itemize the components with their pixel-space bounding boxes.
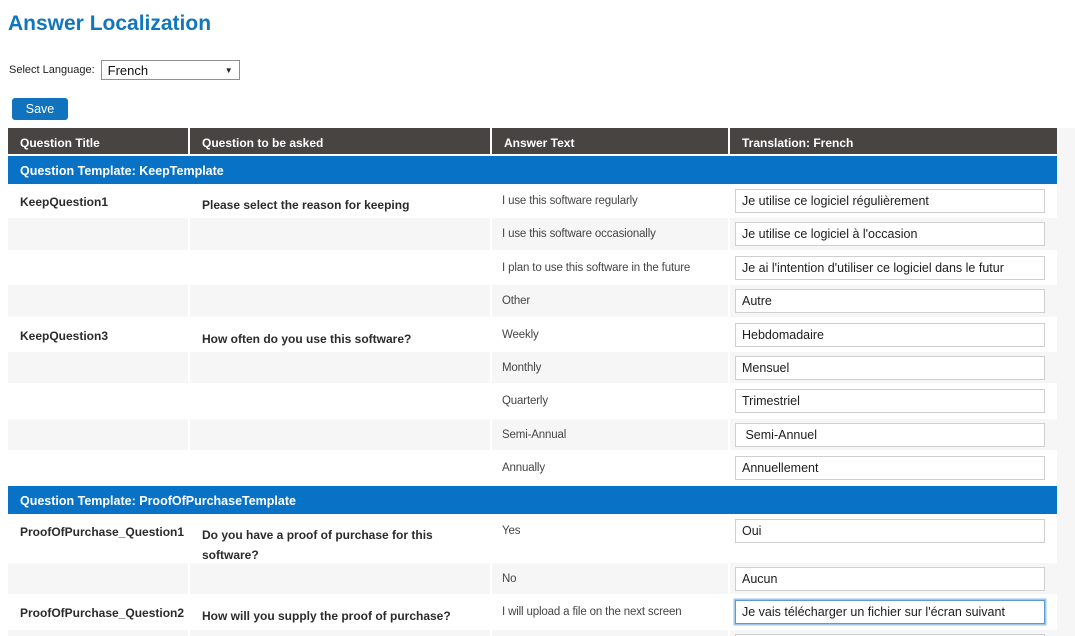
question-title-cell: KeepQuestion3: [8, 318, 190, 352]
question-cell: [190, 418, 492, 453]
translation-cell: [730, 629, 1057, 636]
question-cell: [190, 285, 492, 319]
question-cell: [190, 385, 492, 419]
language-select-value: French: [107, 62, 149, 78]
translation-cell: [730, 385, 1057, 419]
question-title-cell: [8, 562, 190, 597]
answer-cell: Yes: [492, 514, 730, 563]
question-cell: [190, 452, 492, 486]
table-row: Quarterly: [8, 385, 1057, 419]
translation-input[interactable]: [735, 322, 1045, 347]
table-row: I plan to use this software in the futur…: [8, 251, 1057, 286]
translation-input[interactable]: [735, 389, 1045, 414]
translation-input[interactable]: [735, 456, 1045, 481]
answer-cell: I will upload a file on the next screen: [492, 596, 730, 630]
save-button[interactable]: Save: [12, 98, 68, 120]
table-row-partial: [8, 629, 1057, 636]
section-keeptemplate-rows: KeepQuestion1 Please select the reason f…: [8, 185, 1057, 486]
table-row: I use this software occasionally: [8, 218, 1057, 252]
translation-cell: [730, 351, 1057, 386]
column-header-answer-text: Answer Text: [492, 128, 730, 156]
translation-input[interactable]: [735, 422, 1045, 447]
table-row: KeepQuestion3 How often do you use this …: [8, 318, 1057, 352]
column-header-question-title: Question Title: [8, 128, 190, 156]
question-cell: Do you have a proof of purchase for this…: [190, 514, 492, 563]
table-row: Other: [8, 285, 1057, 319]
translation-cell: [730, 319, 1057, 352]
question-cell: [190, 351, 492, 386]
page-title: Answer Localization: [8, 12, 212, 35]
question-title-cell: KeepQuestion1: [8, 185, 190, 219]
question-title-cell: [8, 629, 190, 636]
answer-cell: Monthly: [492, 351, 730, 386]
question-title-cell: [8, 385, 190, 419]
answer-cell: I use this software regularly: [492, 185, 730, 219]
translation-cell: [730, 252, 1057, 286]
translation-cell: [730, 285, 1057, 319]
question-title-cell: [8, 251, 190, 286]
table-row: ProofOfPurchase_Question1 Do you have a …: [8, 514, 1057, 563]
section-header-proofofpurchasetemplate: Question Template: ProofOfPurchaseTempla…: [8, 485, 1057, 515]
translation-cell: [730, 596, 1057, 630]
translation-input[interactable]: [735, 289, 1045, 314]
translation-cell: [730, 452, 1057, 486]
question-cell: [190, 562, 492, 597]
translation-cell: [730, 185, 1057, 219]
translation-input[interactable]: [735, 633, 1045, 636]
answer-cell: Other: [492, 285, 730, 319]
question-cell: How will you supply the proof of purchas…: [190, 596, 492, 630]
translation-input[interactable]: [735, 222, 1045, 247]
question-cell: [190, 629, 492, 636]
question-title-cell: ProofOfPurchase_Question2: [8, 596, 190, 630]
answer-cell: Weekly: [492, 318, 730, 352]
translation-cell: [730, 218, 1057, 252]
question-title-cell: [8, 452, 190, 486]
question-cell: How often do you use this software?: [190, 318, 492, 352]
question-title-cell: [8, 418, 190, 453]
answer-cell: I use this software occasionally: [492, 218, 730, 252]
column-header-question-to-be-asked: Question to be asked: [190, 128, 492, 156]
page-background-strip: [1057, 128, 1075, 636]
section-header-keeptemplate: Question Template: KeepTemplate: [8, 156, 1057, 185]
question-title-cell: [8, 351, 190, 386]
table-row: KeepQuestion1 Please select the reason f…: [8, 185, 1057, 219]
translation-input[interactable]: [735, 355, 1045, 380]
answer-cell: Semi-Annual: [492, 418, 730, 453]
table-row: No: [8, 562, 1057, 597]
chevron-down-icon: ▼: [224, 66, 233, 75]
translation-input[interactable]: [735, 566, 1045, 591]
question-cell: [190, 251, 492, 286]
language-label: Select Language:: [9, 64, 95, 76]
translation-cell: [730, 515, 1057, 563]
question-cell: [190, 218, 492, 252]
table-row: ProofOfPurchase_Question2 How will you s…: [8, 596, 1057, 630]
answer-cell: I plan to use this software in the futur…: [492, 251, 730, 286]
column-header-translation-french: Translation: French: [730, 128, 1057, 156]
answer-cell: No: [492, 562, 730, 597]
translation-input[interactable]: [735, 255, 1045, 280]
answer-cell: Annually: [492, 452, 730, 486]
translation-cell: [730, 562, 1057, 597]
translation-input[interactable]: [735, 189, 1045, 213]
question-cell: Please select the reason for keeping: [190, 185, 492, 219]
table-row: Monthly: [8, 351, 1057, 386]
question-title-cell: [8, 218, 190, 252]
table-row: Semi-Annual: [8, 418, 1057, 453]
translation-input-focused[interactable]: [735, 600, 1045, 625]
answer-cell: [492, 629, 730, 636]
translation-input[interactable]: [735, 518, 1045, 543]
table-header-row: Question Title Question to be asked Answ…: [8, 128, 1057, 156]
language-selector-row: Select Language: French ▼: [9, 60, 1075, 80]
question-title-cell: ProofOfPurchase_Question1: [8, 514, 190, 563]
table-row: Annually: [8, 452, 1057, 486]
section-proofofpurchase-rows: ProofOfPurchase_Question1 Do you have a …: [8, 514, 1057, 636]
language-select[interactable]: French ▼: [100, 60, 240, 80]
question-title-cell: [8, 285, 190, 319]
answer-cell: Quarterly: [492, 385, 730, 419]
localization-table: Question Title Question to be asked Answ…: [8, 128, 1075, 636]
translation-cell: [730, 418, 1057, 453]
